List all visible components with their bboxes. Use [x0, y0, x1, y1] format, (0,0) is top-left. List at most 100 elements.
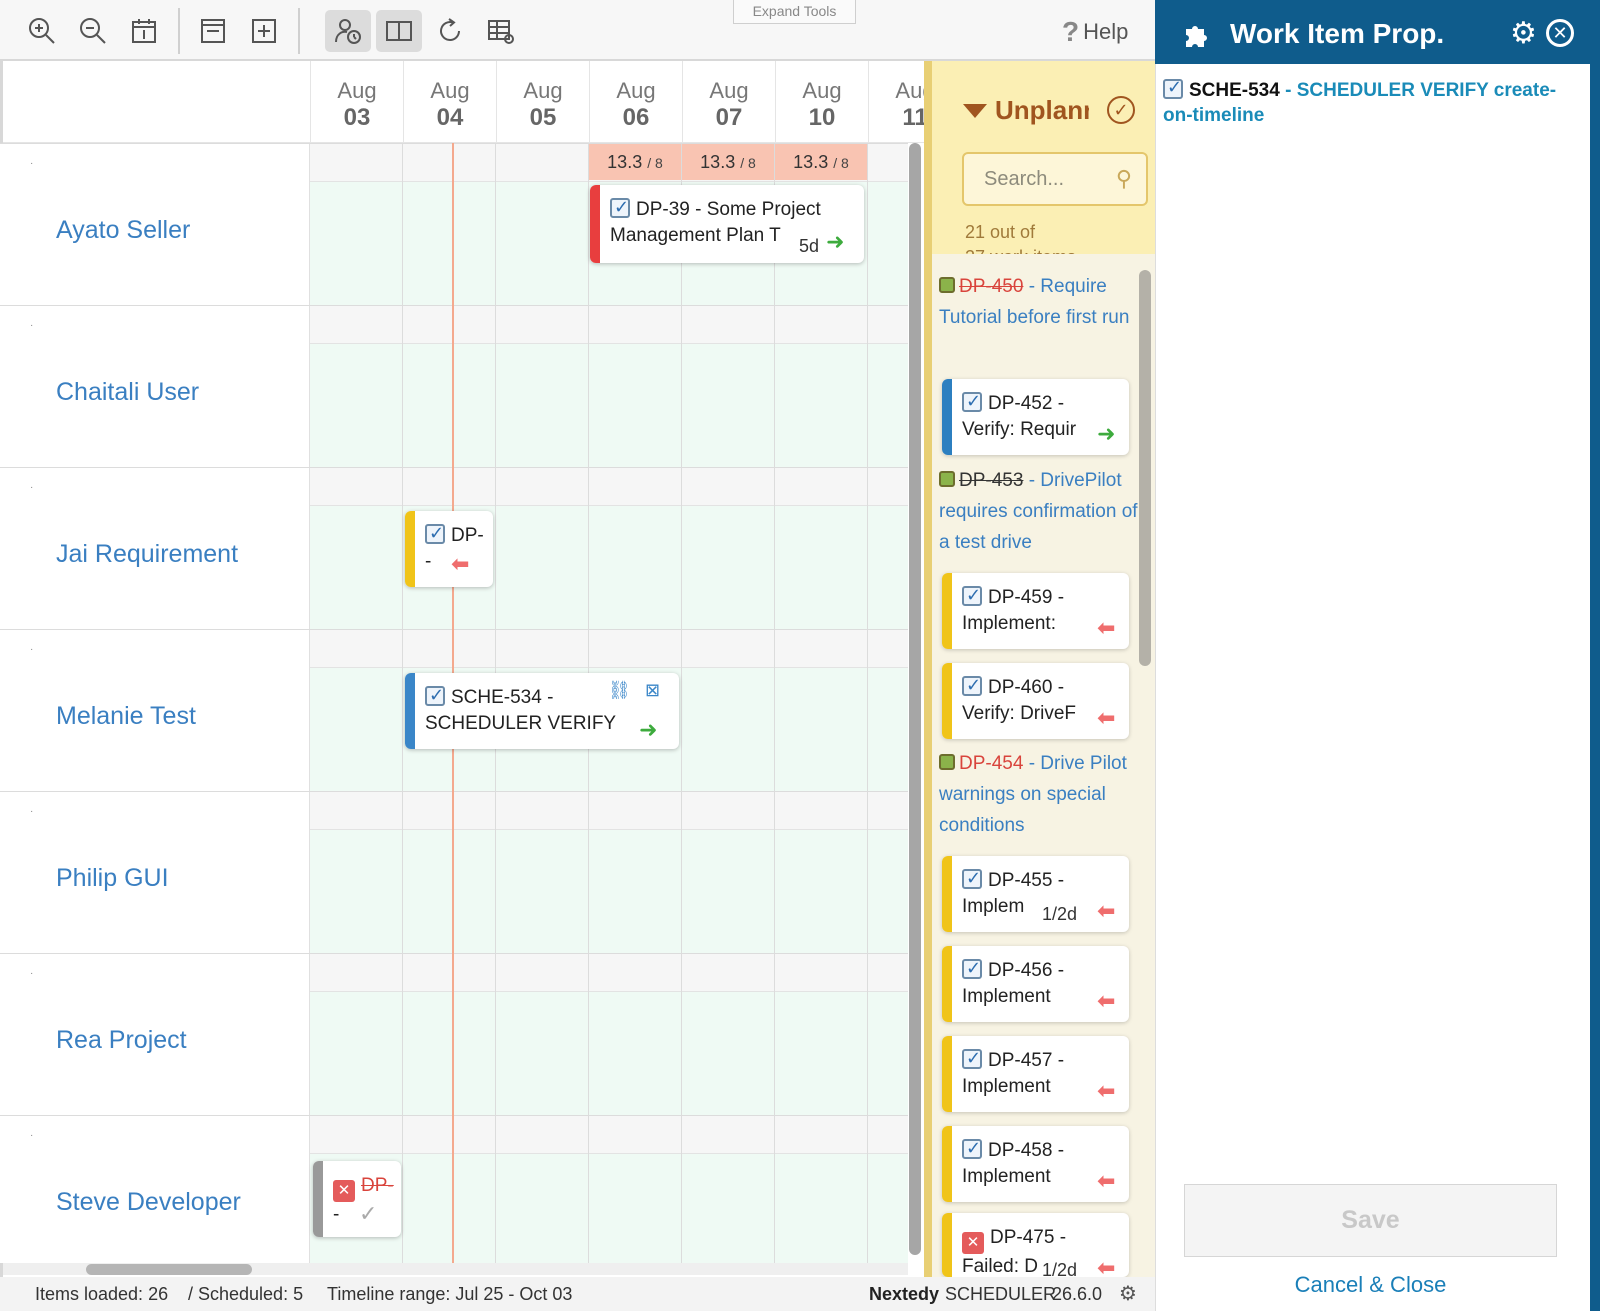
help-link[interactable]: ? Help	[1062, 16, 1128, 48]
card-title: DP-458 -	[988, 1140, 1065, 1161]
unplanned-card[interactable]: DP-458 - Implement ⬅	[942, 1126, 1129, 1202]
unplan-arrow-icon: ⬅	[1097, 705, 1116, 730]
card-title: DP-	[451, 525, 484, 546]
selected-item-title: - SCHEDULER VERIFY create-on-timeline	[1163, 80, 1557, 126]
unplanned-vertical-scrollbar[interactable]	[1139, 270, 1151, 666]
row-marker: ·	[30, 158, 34, 169]
checkbox-icon	[962, 1138, 982, 1161]
unplanned-card[interactable]: DP-459 - Implement: ⬅	[942, 573, 1129, 649]
version: 26.6.0	[1052, 1284, 1103, 1304]
zoom-in-button[interactable]	[19, 10, 65, 52]
parent-item-title: - Drive Pilot warnings on special condit…	[939, 753, 1127, 836]
timeline-vertical-scrollbar[interactable]	[909, 143, 921, 1255]
timeline-horizontal-scrollbar[interactable]	[86, 1264, 252, 1275]
parent-item-icon	[939, 754, 955, 770]
card-subtitle: Implem	[962, 896, 1025, 917]
unplan-arrow-icon: ⬅	[1097, 1078, 1116, 1103]
checkbox-icon	[962, 585, 982, 608]
work-item-card[interactable]: ✕ DP- - ✓	[313, 1161, 401, 1237]
filter-icon	[963, 103, 987, 118]
date-column: Aug 07	[682, 61, 775, 142]
card-title: DP-457 -	[988, 1050, 1065, 1071]
resource-name[interactable]: Ayato Seller	[56, 216, 191, 244]
date-day: 06	[622, 104, 650, 131]
card-title: DP-456 -	[988, 960, 1065, 981]
resource-name-cell: · Philip GUI	[0, 792, 310, 954]
checkbox-icon	[962, 391, 982, 414]
unplanned-card[interactable]: DP-456 - Implement ⬅	[942, 946, 1129, 1022]
unplan-arrow-icon: ⬅	[451, 551, 470, 576]
resource-name[interactable]: Jai Requirement	[56, 540, 239, 568]
unplan-arrow-icon: ⬅	[1097, 898, 1116, 923]
date-month: Aug	[430, 78, 470, 103]
capacity-value: 13.3	[793, 152, 829, 172]
resource-name[interactable]: Steve Developer	[56, 1188, 241, 1216]
status-bar	[942, 1036, 952, 1112]
timeline-range: Timeline range: Jul 25 - Oct 03	[327, 1284, 573, 1304]
zoom-out-button[interactable]	[70, 10, 116, 52]
card-text: DP-452 - Verify: Requir	[962, 391, 1112, 443]
row-lane[interactable]	[310, 1154, 908, 1263]
properties-scrollbar[interactable]	[1590, 64, 1600, 1311]
table-settings-button[interactable]	[478, 10, 524, 52]
close-icon[interactable]: ✕	[1546, 19, 1574, 47]
unschedule-icon[interactable]: ⊠	[645, 680, 661, 700]
resource-name[interactable]: Rea Project	[56, 1026, 187, 1054]
expand-tools-button[interactable]: Expand Tools	[733, 0, 856, 24]
split-view-button[interactable]	[376, 10, 422, 52]
timeline-grid: · Ayato Seller · Chaitali User · Jai Requir…	[0, 143, 908, 1263]
link-icon[interactable]: ⛓	[608, 680, 631, 700]
unplanned-card[interactable]: ✕ DP-475 - Failed: D 1/2d ⬅	[942, 1213, 1129, 1277]
capacity-band	[310, 468, 908, 506]
cancel-close-link[interactable]: Cancel & Close	[1294, 1272, 1447, 1297]
unplanned-card[interactable]: DP-460 - Verify: DriveF ⬅	[942, 663, 1129, 739]
check-circle-icon[interactable]: ✓	[1107, 96, 1135, 124]
resource-view-button[interactable]	[325, 10, 371, 52]
resource-name[interactable]: Philip GUI	[56, 864, 169, 892]
parent-work-item[interactable]: DP-454 - Drive Pilot warnings on special…	[939, 748, 1139, 841]
toolbar: Expand Tools ? Help	[0, 0, 1155, 61]
parent-work-item[interactable]: DP-450 - Require Tutorial before first r…	[939, 271, 1139, 333]
row-lane[interactable]	[310, 992, 908, 1116]
expand-rows-button[interactable]	[241, 10, 287, 52]
duration-label: 1/2d	[1040, 1257, 1080, 1277]
selected-item-id: SCHE-534	[1189, 80, 1280, 101]
card-subtitle: Implement	[962, 1166, 1051, 1187]
status-bar	[313, 1161, 323, 1237]
resource-name[interactable]: Chaitali User	[56, 378, 200, 406]
work-item-card[interactable]: DP- - ⬅	[405, 511, 493, 587]
save-button[interactable]: Save	[1184, 1184, 1557, 1257]
gear-icon[interactable]: ⚙	[1510, 17, 1537, 50]
settings-gear-icon[interactable]: ⚙	[1119, 1283, 1137, 1305]
card-text: DP-457 - Implement	[962, 1048, 1112, 1100]
refresh-button[interactable]	[427, 10, 473, 52]
unplan-arrow-icon: ⬅	[1097, 988, 1116, 1013]
unplanned-panel-resizer[interactable]	[924, 61, 932, 1281]
parent-work-item[interactable]: DP-453 - DrivePilot requires confirmatio…	[939, 465, 1139, 558]
card-subtitle: -	[425, 551, 432, 572]
row-lane[interactable]	[310, 506, 908, 630]
row-marker: ·	[30, 968, 34, 979]
resource-name[interactable]: Melanie Test	[56, 702, 196, 730]
capacity-limit: / 8	[833, 155, 849, 171]
work-item-card[interactable]: DP-39 - Some Project Management Plan T 5…	[590, 185, 864, 263]
go-to-today-button[interactable]	[121, 10, 167, 52]
unplanned-card[interactable]: DP-455 - Implem 1/2d ⬅	[942, 856, 1129, 932]
row-lane[interactable]	[310, 830, 908, 954]
resource-name-cell: · Rea Project	[0, 954, 310, 1116]
unplanned-search-input[interactable]: Search... ⚲	[962, 152, 1148, 206]
duration-label: 1/2d	[1040, 901, 1080, 927]
checkbox-icon	[962, 1048, 982, 1071]
row-lane[interactable]	[310, 344, 908, 468]
table-gear-icon	[488, 20, 514, 44]
row-marker: ·	[30, 482, 34, 493]
selected-item-heading[interactable]: SCHE-534 - SCHEDULER VERIFY create-on-ti…	[1163, 75, 1573, 128]
unplanned-card[interactable]: DP-452 - Verify: Requir ➜	[942, 379, 1129, 455]
card-subtitle: Implement	[962, 986, 1051, 1007]
work-item-card-selected[interactable]: SCHE-534 - SCHEDULER VERIFY ⛓ ⊠ ➜	[405, 673, 679, 749]
collapse-rows-button[interactable]	[190, 10, 236, 52]
unplanned-card[interactable]: DP-457 - Implement ⬅	[942, 1036, 1129, 1112]
date-month: Aug	[709, 78, 749, 103]
